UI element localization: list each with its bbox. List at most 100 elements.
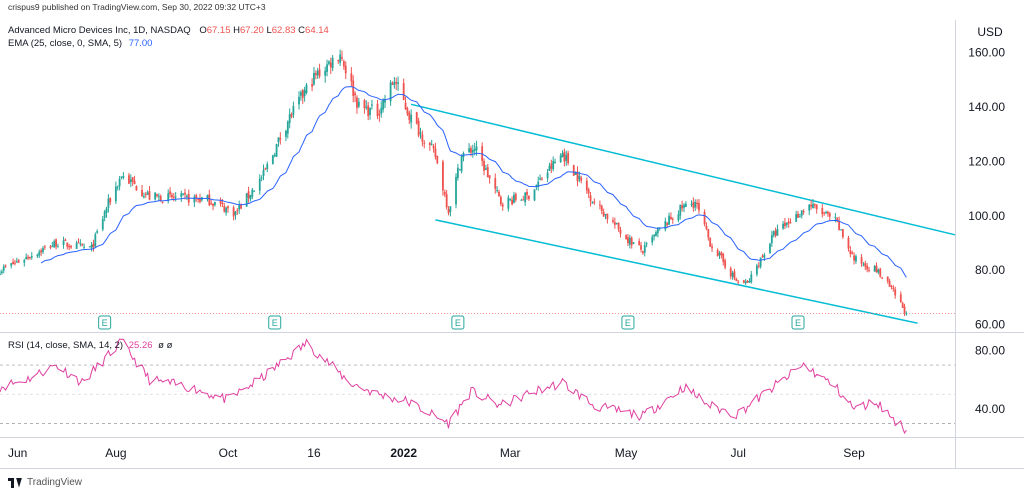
candle-body [169, 191, 171, 195]
candle-body [326, 64, 328, 72]
candle-body [185, 195, 188, 197]
candle-body [83, 246, 86, 248]
candle-body [171, 194, 173, 198]
candle-body [14, 262, 16, 264]
ema-value: 77.00 [128, 38, 153, 49]
candle-body [617, 222, 620, 230]
candle-body [800, 210, 803, 216]
candle-body [354, 93, 357, 96]
candle-body [539, 178, 542, 180]
candle-body [513, 194, 515, 203]
candle-body [285, 131, 287, 137]
candle-body [212, 203, 214, 207]
candle-body [43, 246, 46, 248]
price-axis[interactable]: USD 160.00 140.00 120.00 100.00 80.00 60.00 [968, 25, 1005, 332]
candle-body [789, 222, 792, 224]
price-tick-label: 140.00 [968, 100, 1005, 114]
candle-body [720, 252, 723, 256]
candle-body [559, 155, 562, 163]
candle-body [855, 256, 857, 262]
candle-body [873, 266, 876, 272]
earnings-marker-box [451, 315, 465, 330]
candle-body [249, 195, 252, 200]
candle-body [496, 190, 499, 192]
candle-body [206, 195, 209, 200]
candle-body [567, 152, 570, 164]
candle-body [903, 306, 906, 314]
candle-body [273, 154, 276, 157]
candle-body [101, 218, 104, 230]
rsi-value: 25.26 [128, 340, 153, 351]
candle-body [514, 193, 517, 200]
candle-body [711, 246, 713, 249]
candle-body [879, 268, 882, 277]
candle-body [684, 203, 687, 207]
candle-body [849, 250, 852, 254]
candle-body [434, 148, 437, 157]
symbol-title: Advanced Micro Devices Inc, 1D, NASDAQ [8, 25, 191, 36]
candle-body [27, 256, 29, 259]
candle-body [449, 206, 452, 212]
candle-body [892, 287, 895, 289]
candle-body [651, 236, 654, 243]
candle-body [305, 84, 308, 93]
candle-body [810, 204, 813, 207]
candle-body [724, 260, 727, 268]
ohlc-open: O67.15 [199, 25, 231, 36]
candle-body [25, 257, 28, 260]
candle-body [236, 210, 239, 212]
rsi-polyline [0, 338, 907, 435]
candle-body [782, 223, 784, 229]
candle-body [107, 198, 110, 208]
ema-legend[interactable]: EMA (25, close, 0, SMA, 5) 77.00 [8, 38, 152, 49]
rsi-legend[interactable]: RSI (14, close, SMA, 14, 2) 25.26 ø ø [8, 340, 172, 351]
candle-body [604, 214, 607, 216]
ema-polyline [40, 86, 907, 278]
candle-body [328, 61, 330, 64]
candle-body [240, 204, 243, 209]
candle-body [184, 192, 186, 195]
candle-body [550, 163, 553, 169]
candle-body [742, 280, 745, 283]
candle-body [279, 137, 282, 140]
candle-body [148, 191, 151, 200]
candle-body [643, 245, 646, 253]
candle-body [352, 80, 355, 96]
candle-body [105, 208, 108, 213]
candle-body [821, 207, 824, 215]
candle-body [475, 146, 478, 151]
candle-body [628, 237, 631, 245]
candle-body [28, 256, 31, 259]
tradingview-footer[interactable]: TradingView [8, 477, 82, 488]
candle-body [795, 214, 798, 222]
candle-body [316, 70, 319, 76]
time-axis[interactable]: Jun Aug Oct 16 2022 Mar May Jul Sep [8, 446, 865, 460]
candle-body [894, 289, 897, 296]
ohlc-low: L62.83 [266, 25, 296, 36]
candle-body [363, 100, 366, 109]
rsi-tick-label: 40.00 [975, 402, 1005, 416]
candle-body [698, 203, 700, 211]
candle-body [341, 57, 343, 59]
candle-body [561, 153, 564, 157]
candle-body [655, 232, 657, 236]
candle-body [812, 203, 814, 209]
descending-channel[interactable] [410, 103, 956, 324]
candle-body [303, 90, 306, 97]
candle-body [197, 198, 200, 200]
candle-body [159, 196, 162, 202]
candle-body [157, 195, 160, 197]
candle-body [722, 253, 725, 262]
candle-body [486, 167, 489, 178]
symbol-legend[interactable]: Advanced Micro Devices Inc, 1D, NASDAQ O… [8, 25, 329, 36]
candle-body [68, 245, 71, 248]
candle-body [344, 65, 347, 74]
candle-body [494, 178, 497, 189]
candle-body [367, 105, 370, 116]
candle-body [223, 205, 226, 212]
candle-body [798, 216, 801, 218]
candle-body [460, 155, 463, 172]
earnings-marker-box [268, 315, 282, 330]
time-tick-label: Mar [500, 446, 521, 460]
